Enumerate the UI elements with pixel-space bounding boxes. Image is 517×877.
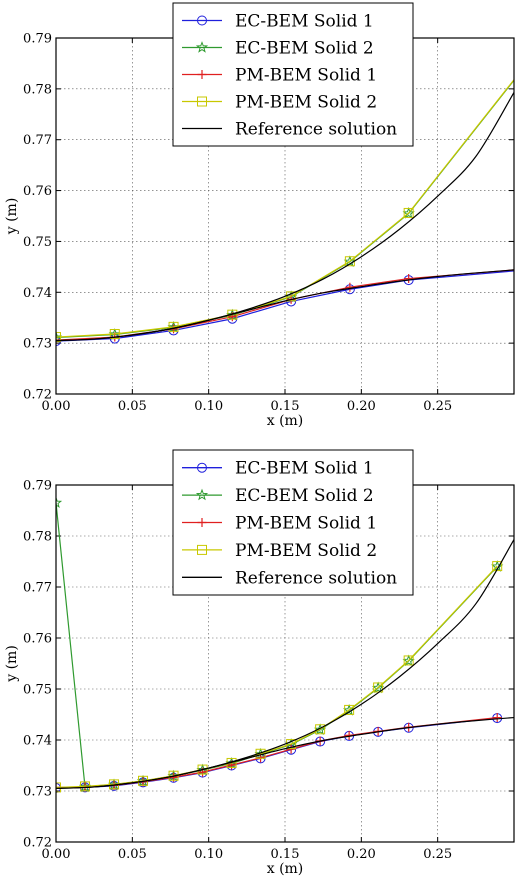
data-point-plus xyxy=(345,282,355,292)
y-tick-label: 0.77 xyxy=(23,581,52,596)
data-point-square xyxy=(403,655,414,666)
legend-label: Reference solution xyxy=(235,120,397,140)
legend: EC-BEM Solid 1 EC-BEM Solid 2 PM-BEM Solid… xyxy=(172,449,414,596)
legend: EC-BEM Solid 1 EC-BEM Solid 2 PM-BEM Solid… xyxy=(172,2,414,147)
y-tick-label: 0.74 xyxy=(23,734,52,749)
data-point-plus xyxy=(492,713,502,723)
data-point-star xyxy=(56,496,63,509)
y-tick-label: 0.79 xyxy=(23,479,52,494)
data-point-square xyxy=(403,207,414,218)
data-point-plus xyxy=(404,274,414,284)
series-layer xyxy=(56,496,515,793)
y-tick-label: 0.74 xyxy=(23,286,52,301)
y-tick-label: 0.78 xyxy=(23,82,52,97)
series-line-4 xyxy=(56,79,515,338)
y-tick-label: 0.79 xyxy=(23,32,52,47)
data-point-square xyxy=(109,328,120,339)
x-tick-label: 0.25 xyxy=(423,847,452,862)
data-point-square xyxy=(56,332,61,343)
x-tick-label: 0.15 xyxy=(271,847,300,862)
x-axis-label: x (m) xyxy=(267,413,304,429)
legend-label: PM-BEM Solid 1 xyxy=(235,66,377,86)
legend-marker-circle xyxy=(197,15,207,26)
data-point-square xyxy=(56,782,61,793)
series-layer xyxy=(56,79,515,347)
x-tick-label: 0.25 xyxy=(423,399,452,414)
y-tick-label: 0.73 xyxy=(23,785,52,800)
y-tick-label: 0.78 xyxy=(23,530,52,545)
data-point-square xyxy=(80,781,91,792)
y-axis-label: y (m) xyxy=(4,645,20,683)
series-line-6 xyxy=(56,269,515,342)
series-line-6 xyxy=(56,716,515,790)
data-point-star xyxy=(402,654,415,667)
x-tick-label: 0.05 xyxy=(118,847,147,862)
legend-marker-plus xyxy=(197,518,207,527)
y-axis-label: y (m) xyxy=(4,198,20,236)
x-tick-label: 0.20 xyxy=(347,399,376,414)
y-tick-label: 0.76 xyxy=(23,632,52,647)
legend-marker-square xyxy=(197,96,207,107)
y-tick-label: 0.77 xyxy=(23,133,52,148)
x-tick-label: 0.15 xyxy=(271,399,300,414)
legend-marker-star xyxy=(195,488,209,501)
data-point-plus xyxy=(286,744,296,754)
legend-label: PM-BEM Solid 2 xyxy=(235,93,377,113)
y-tick-label: 0.75 xyxy=(23,683,52,698)
y-tick-label: 0.76 xyxy=(23,184,52,199)
data-point-square xyxy=(373,682,384,693)
legend-marker-star xyxy=(195,41,209,53)
data-point-star xyxy=(314,723,327,736)
legend-marker-circle xyxy=(197,462,207,473)
y-tick-label: 0.72 xyxy=(23,836,52,851)
legend-marker-plus xyxy=(197,70,207,79)
data-point-star xyxy=(56,331,63,343)
x-tick-label: 0.00 xyxy=(42,847,71,862)
data-point-square xyxy=(197,764,208,775)
data-point-star xyxy=(402,207,415,219)
x-tick-label: 0.00 xyxy=(42,399,71,414)
legend-marker-square xyxy=(197,544,207,555)
x-tick-label: 0.05 xyxy=(118,399,147,414)
chart-panel-2: 0.00 0.05 0.10 0.15 0.20 0.25 0.72 0.73 0.74 0.75… xyxy=(4,449,515,877)
y-tick-label: 0.75 xyxy=(23,235,52,250)
x-axis-label: x (m) xyxy=(267,861,304,877)
x-tick-label: 0.20 xyxy=(347,847,376,862)
legend-label: EC-BEM Solid 2 xyxy=(235,39,374,59)
legend-label: Reference solution xyxy=(235,568,397,588)
x-tick-label: 0.10 xyxy=(194,847,223,862)
legend-label: PM-BEM Solid 1 xyxy=(235,514,377,534)
legend-label: EC-BEM Solid 1 xyxy=(235,12,374,32)
y-tick-label: 0.72 xyxy=(23,388,52,403)
data-point-star xyxy=(372,681,385,694)
legend-label: EC-BEM Solid 2 xyxy=(235,486,374,506)
x-tick-label: 0.10 xyxy=(194,399,223,414)
chart-panel-1: 0.00 0.05 0.10 0.15 0.20 0.25 0.72 0.73 0.74 0.75… xyxy=(4,2,515,429)
data-point-square xyxy=(286,291,297,302)
legend-label: EC-BEM Solid 1 xyxy=(235,459,374,479)
legend-label: PM-BEM Solid 2 xyxy=(235,541,377,561)
y-tick-label: 0.73 xyxy=(23,337,52,352)
data-point-square xyxy=(492,561,503,572)
data-point-square xyxy=(315,724,326,735)
